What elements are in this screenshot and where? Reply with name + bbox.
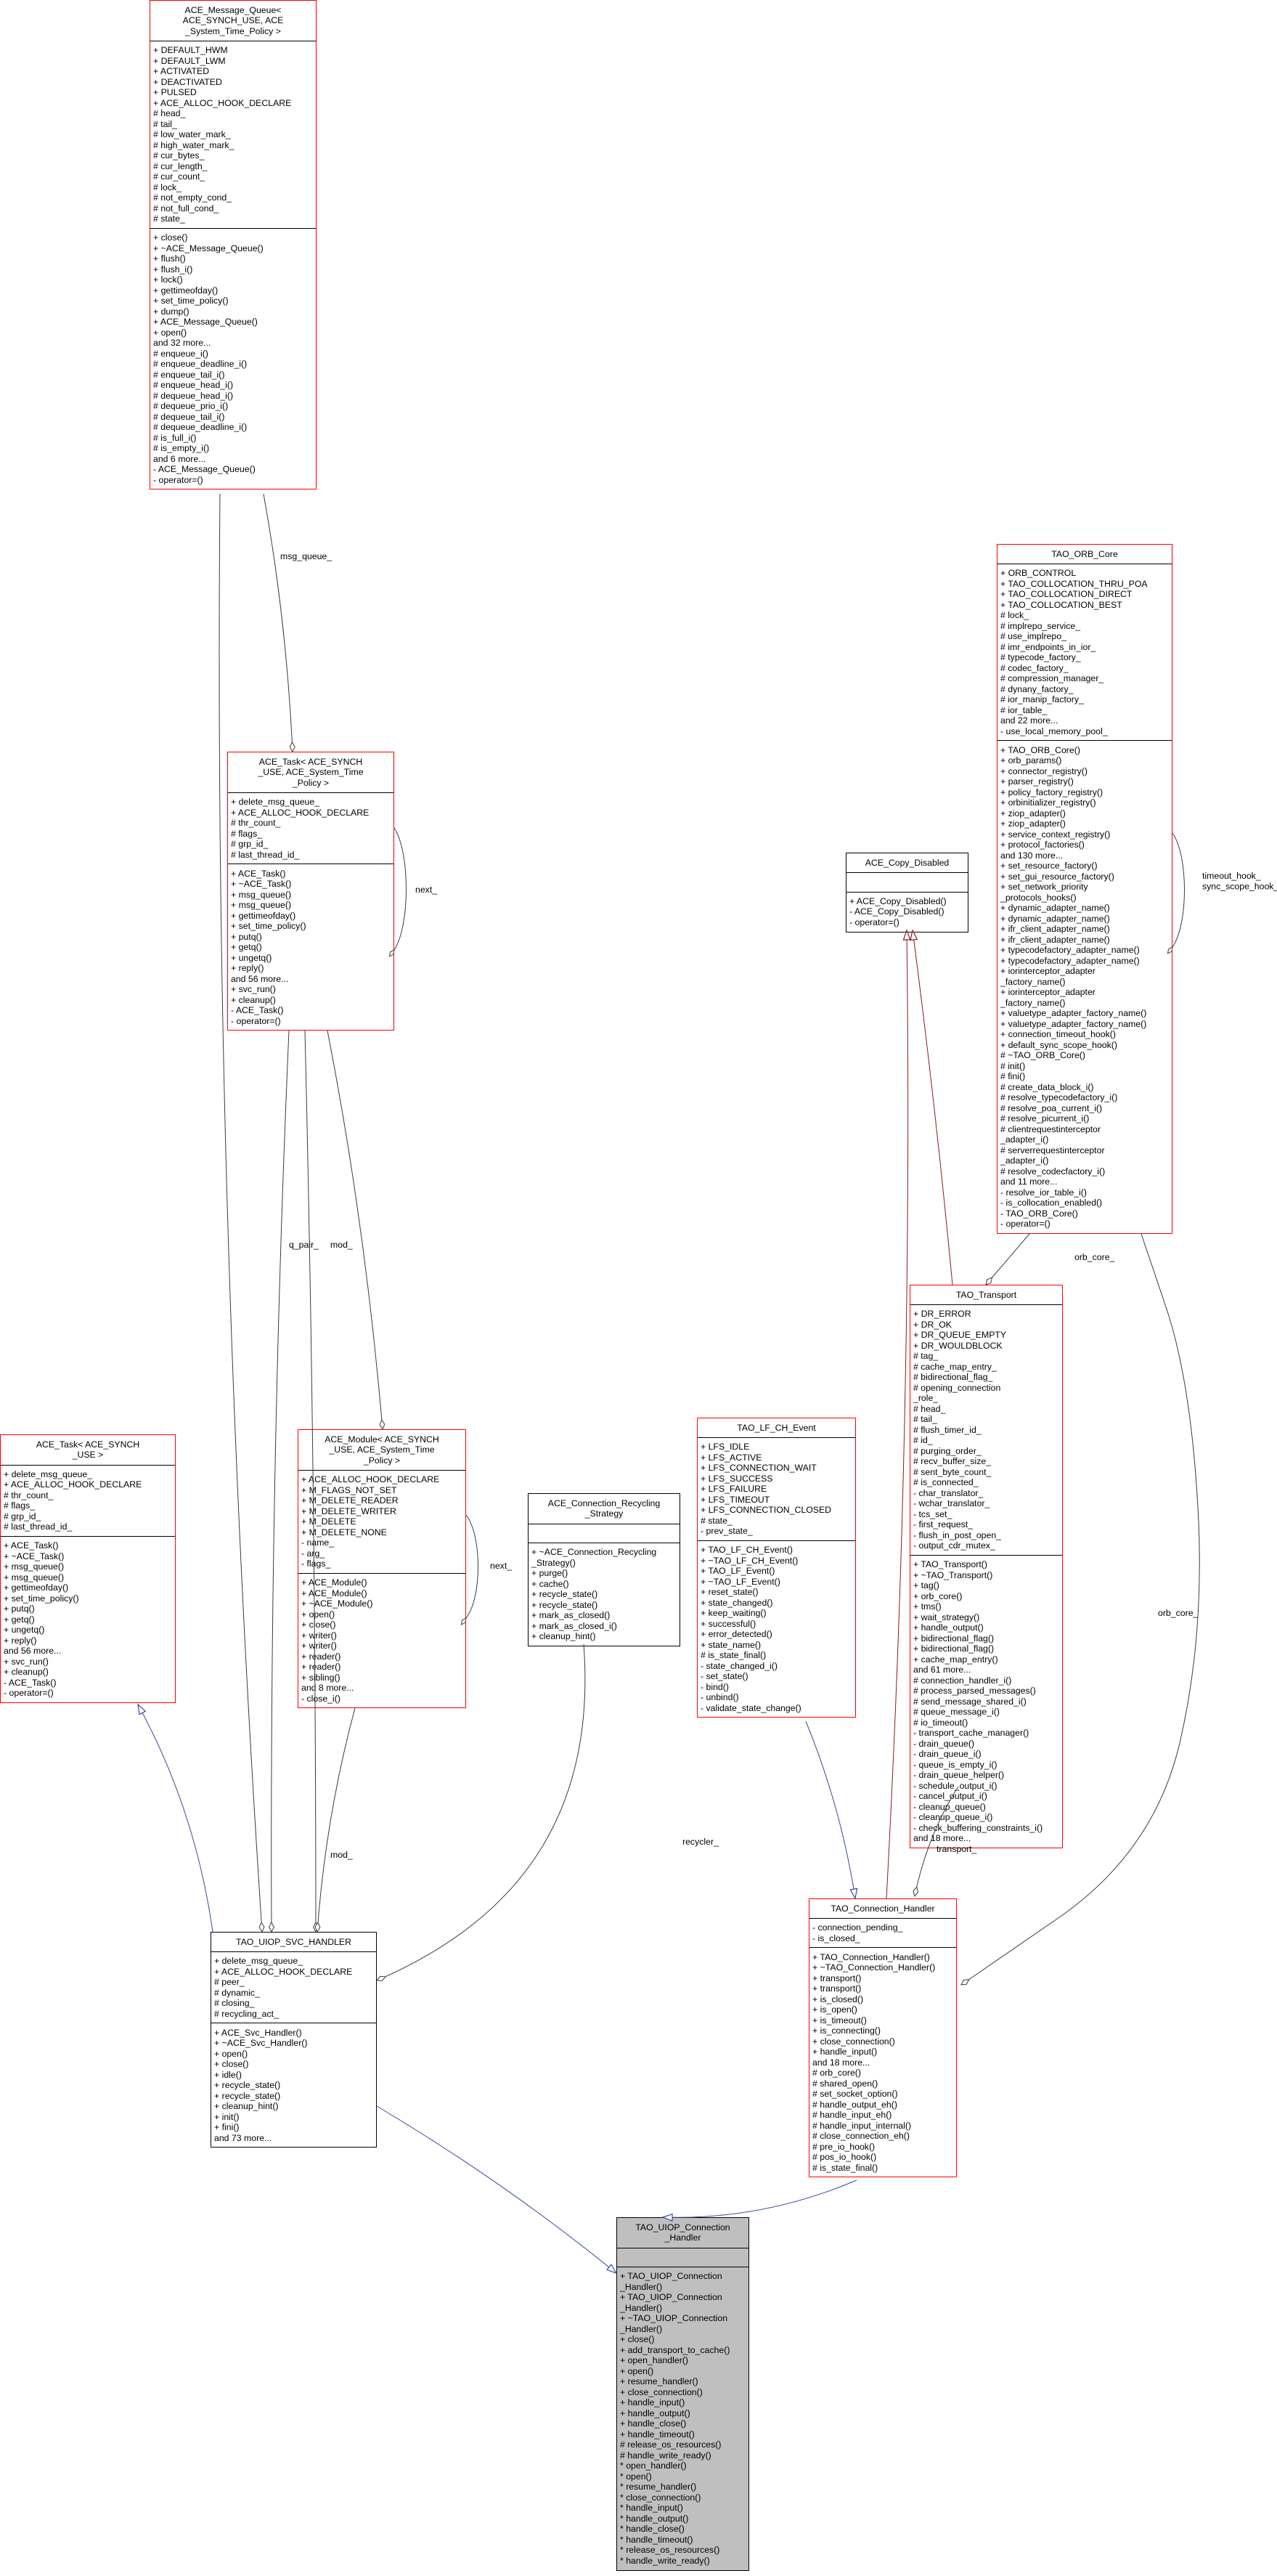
svg-text:recycler_: recycler_	[682, 1837, 719, 1847]
svg-text:next_: next_	[490, 1561, 512, 1571]
svg-text:timeout_hook_: timeout_hook_	[1202, 871, 1261, 881]
svg-text:orb_core_: orb_core_	[1158, 1608, 1199, 1618]
svg-text:q_pair_: q_pair_	[289, 1240, 319, 1250]
svg-text:sync_scope_hook_: sync_scope_hook_	[1202, 882, 1277, 892]
svg-text:msg_queue_: msg_queue_	[280, 551, 332, 561]
svg-text:orb_core_: orb_core_	[1074, 1252, 1115, 1262]
svg-text:mod_: mod_	[330, 1850, 353, 1860]
svg-text:mod_: mod_	[330, 1240, 353, 1250]
svg-text:next_: next_	[415, 885, 437, 895]
